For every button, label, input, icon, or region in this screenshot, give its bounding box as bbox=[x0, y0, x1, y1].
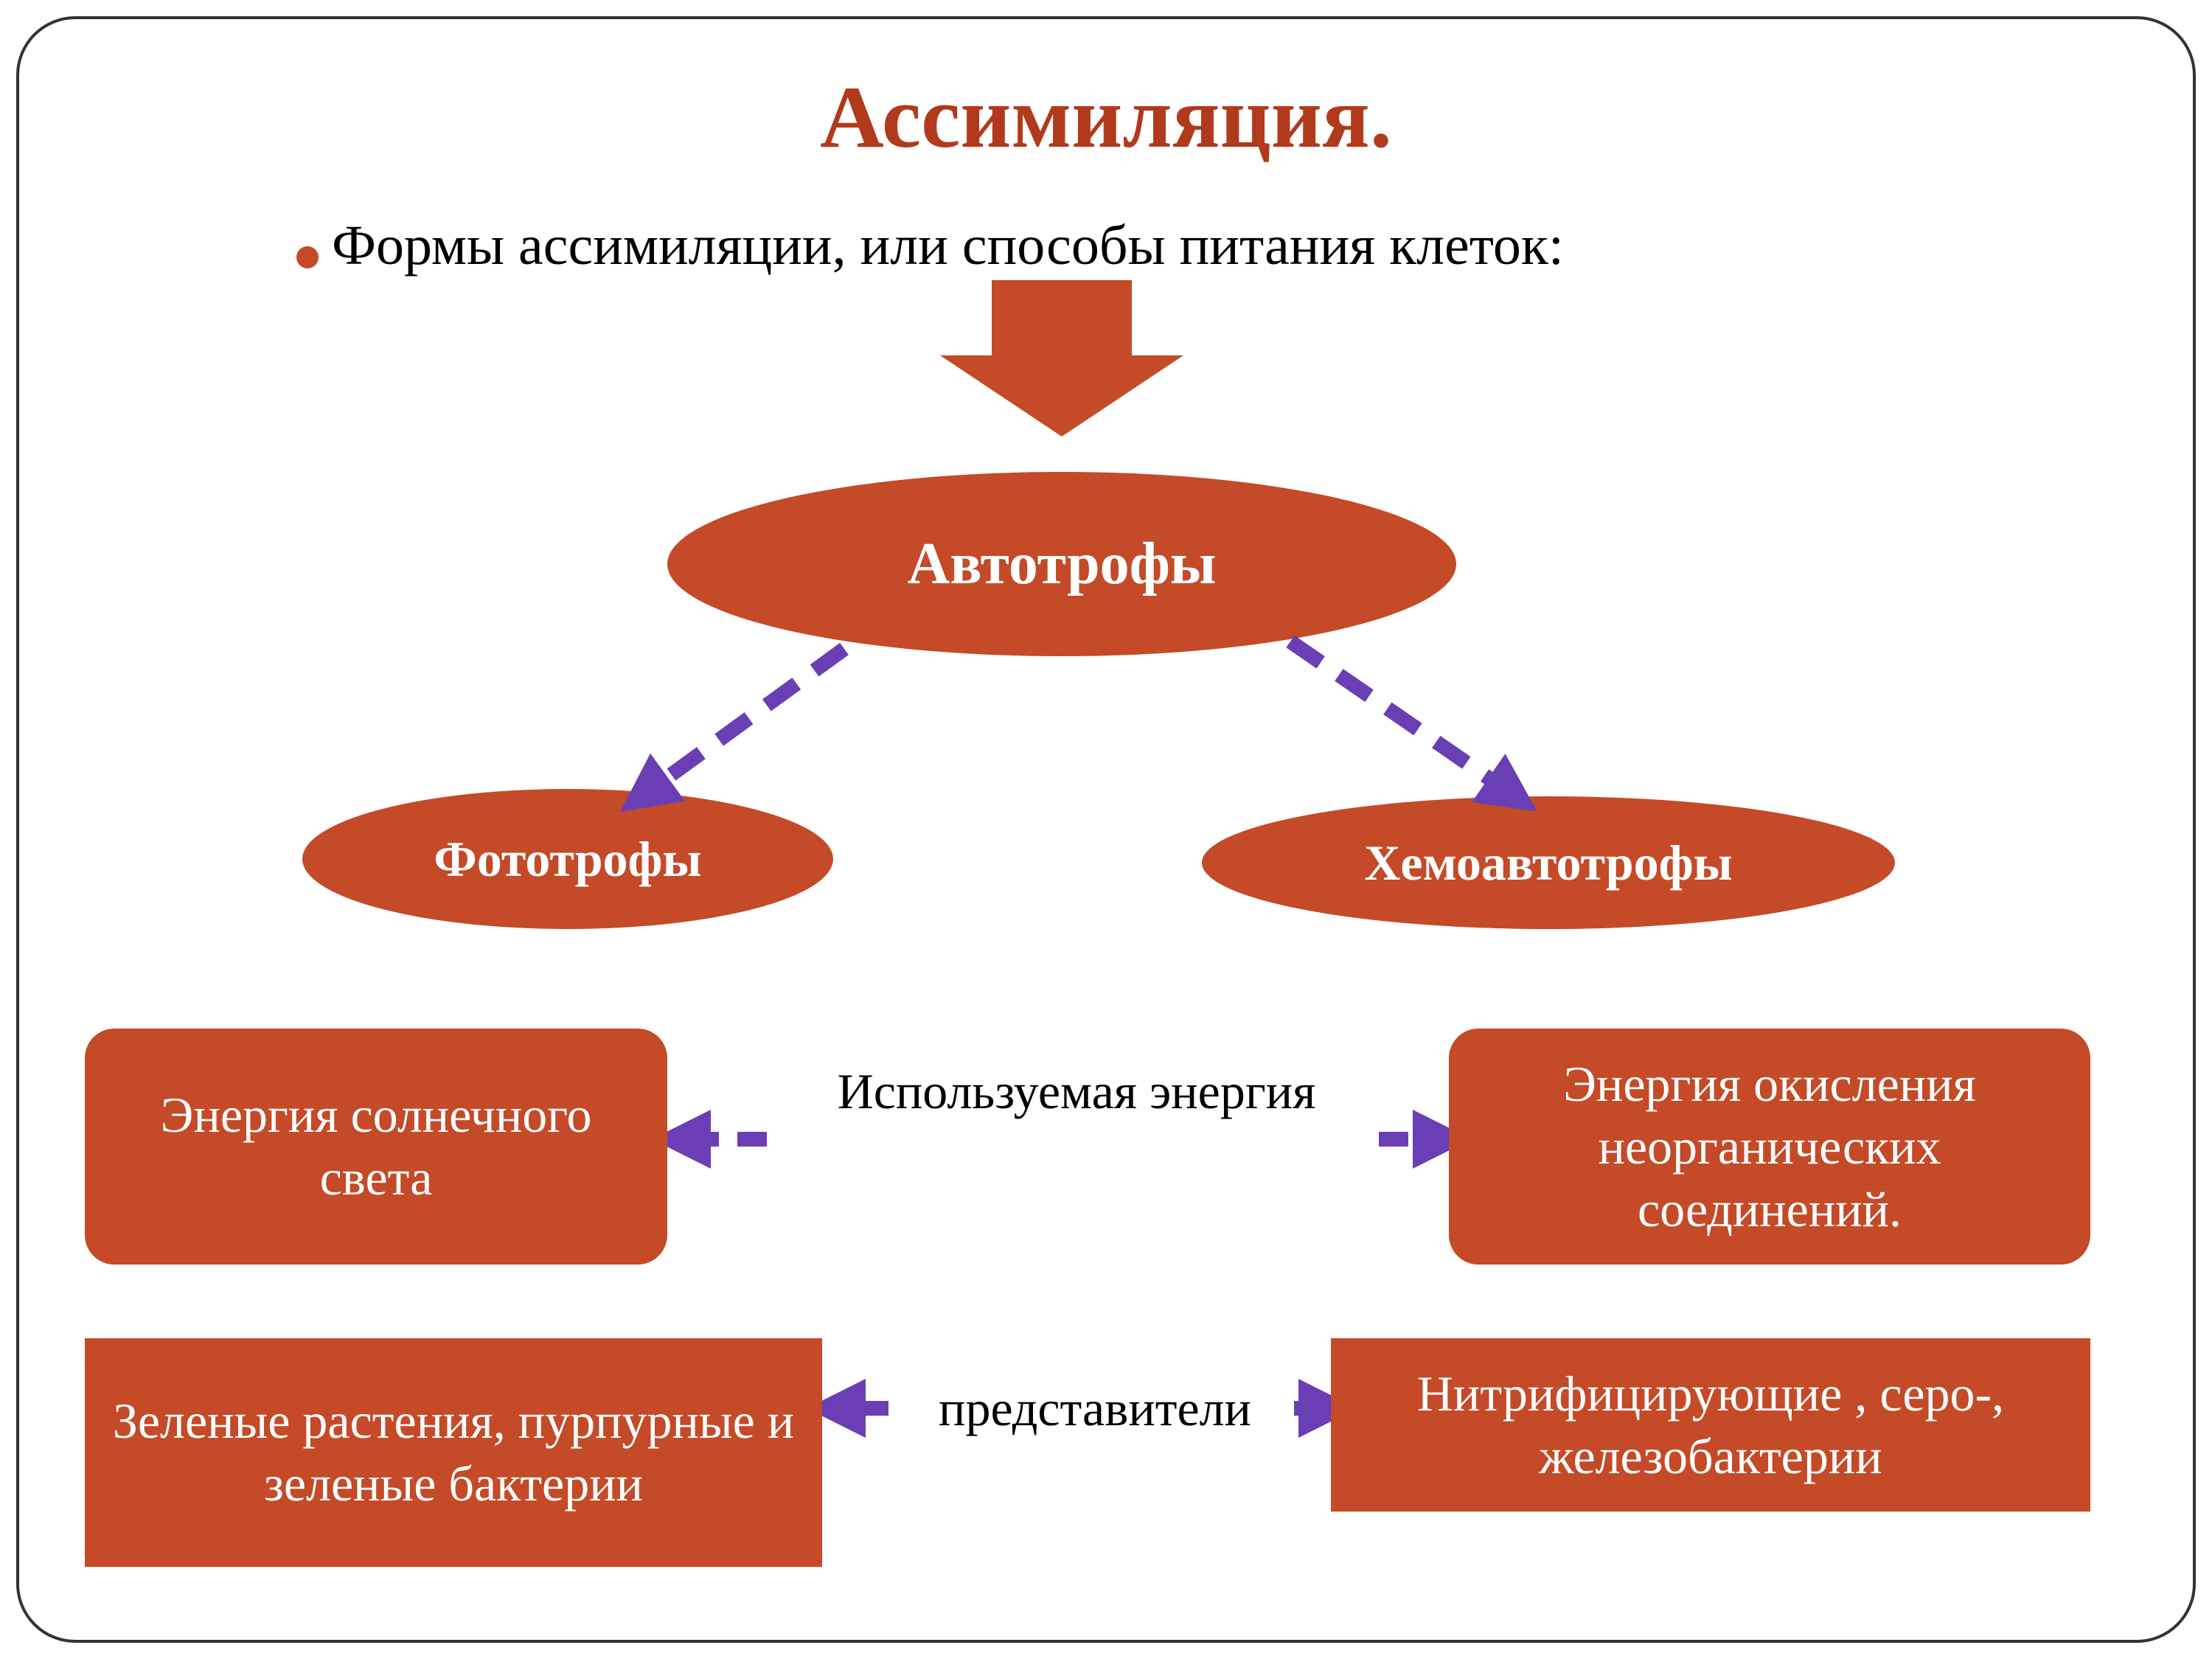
box-reps-right-label: Нитрифицирующие , серо-, железобактерии bbox=[1349, 1363, 2072, 1488]
label-used-energy: Используемая энергия bbox=[771, 1062, 1382, 1122]
box-energy-left-label: Энергия солнечного света bbox=[107, 1084, 645, 1209]
box-energy-left: Энергия солнечного света bbox=[85, 1029, 667, 1265]
box-reps-left: Зеленые растения, пурпурные и зеленые ба… bbox=[85, 1338, 822, 1567]
box-energy-right: Энергия окисления неорганических соедине… bbox=[1449, 1029, 2090, 1265]
label-representatives: представители bbox=[896, 1379, 1294, 1439]
box-reps-right: Нитрифицирующие , серо-, железобактерии bbox=[1331, 1338, 2090, 1512]
box-energy-right-label: Энергия окисления неорганических соедине… bbox=[1471, 1053, 2068, 1241]
box-reps-left-label: Зеленые растения, пурпурные и зеленые ба… bbox=[103, 1390, 804, 1515]
